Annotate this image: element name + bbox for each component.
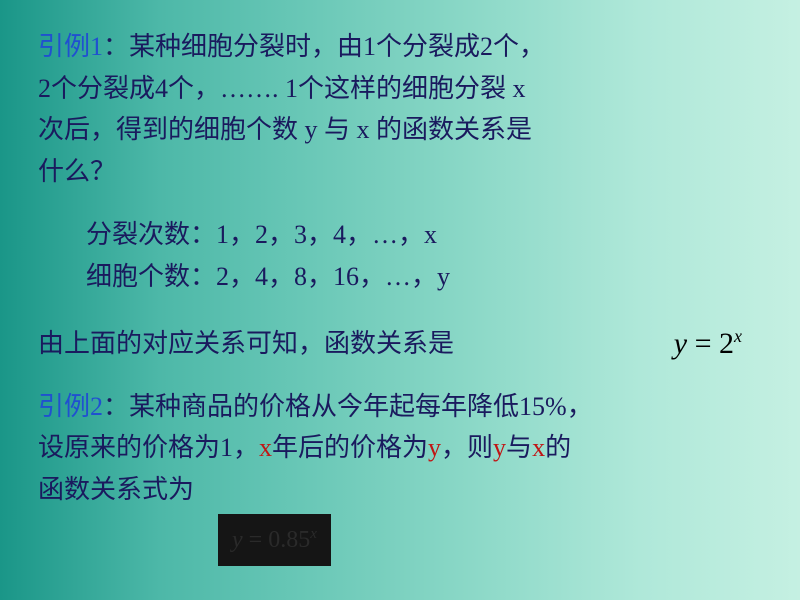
formula1-sup: x bbox=[734, 326, 742, 346]
formula1-eq: = 2 bbox=[687, 327, 734, 360]
formula2-box: y = 0.85x bbox=[218, 514, 331, 566]
formula2-sup: x bbox=[310, 526, 317, 542]
split-data-block: 分裂次数：1，2，3，4，…，x 细胞个数：2，4，8，16，…，y bbox=[38, 214, 762, 297]
split-row2-label: 细胞个数： bbox=[86, 262, 216, 291]
formula2-eq: = 0.85 bbox=[243, 527, 311, 553]
split-row2-values: 2，4，8，16，…，y bbox=[216, 262, 450, 291]
example2-line1a: 某种商品的价格从今年起每年降低15%， bbox=[129, 392, 593, 421]
example1-line2: 2个分裂成4个，……. 1个这样的细胞分裂 x bbox=[38, 74, 526, 103]
example2-y1: y bbox=[428, 433, 441, 462]
example1-paragraph: 引例1：某种细胞分裂时，由1个分裂成2个， 2个分裂成4个，……. 1个这样的细… bbox=[38, 26, 762, 192]
formula-y-equals-085x: y = 0.85x bbox=[232, 527, 317, 553]
slide-content: 引例1：某种细胞分裂时，由1个分裂成2个， 2个分裂成4个，……. 1个这样的细… bbox=[0, 0, 800, 586]
formula1-y: y bbox=[674, 327, 687, 360]
example2-y2: y bbox=[493, 433, 506, 462]
example2-label: 引例2 bbox=[38, 392, 103, 421]
formula-y-equals-2x: y = 2x bbox=[674, 320, 742, 368]
split-row1-label: 分裂次数： bbox=[86, 220, 216, 249]
relation-text: 由上面的对应关系可知，函数关系是 bbox=[38, 323, 454, 365]
example2-line2a: 设原来的价格为1， bbox=[38, 433, 259, 462]
example2-line3: 函数关系式为 bbox=[38, 475, 194, 504]
example1-colon: ： bbox=[103, 32, 129, 61]
example1-label: 引例1 bbox=[38, 32, 103, 61]
example2-line2e: ，则 bbox=[441, 433, 493, 462]
relation-line: 由上面的对应关系可知，函数关系是 y = 2x bbox=[38, 320, 762, 368]
example1-line1: 某种细胞分裂时，由1个分裂成2个， bbox=[129, 32, 545, 61]
example2-line2i: 的 bbox=[545, 433, 571, 462]
example2-paragraph: 引例2：某种商品的价格从今年起每年降低15%， 设原来的价格为1，x年后的价格为… bbox=[38, 386, 762, 511]
example2-colon: ： bbox=[103, 392, 129, 421]
example2-line2c: 年后的价格为 bbox=[272, 433, 428, 462]
example2-line2g: 与 bbox=[506, 433, 532, 462]
example1-line4: 什么？ bbox=[38, 157, 116, 186]
formula2-y: y bbox=[232, 527, 243, 553]
example1-line3: 次后，得到的细胞个数 y 与 x 的函数关系是 bbox=[38, 115, 532, 144]
split-row1-values: 1，2，3，4，…，x bbox=[216, 220, 437, 249]
example2-x1: x bbox=[259, 433, 272, 462]
example2-x2: x bbox=[532, 433, 545, 462]
